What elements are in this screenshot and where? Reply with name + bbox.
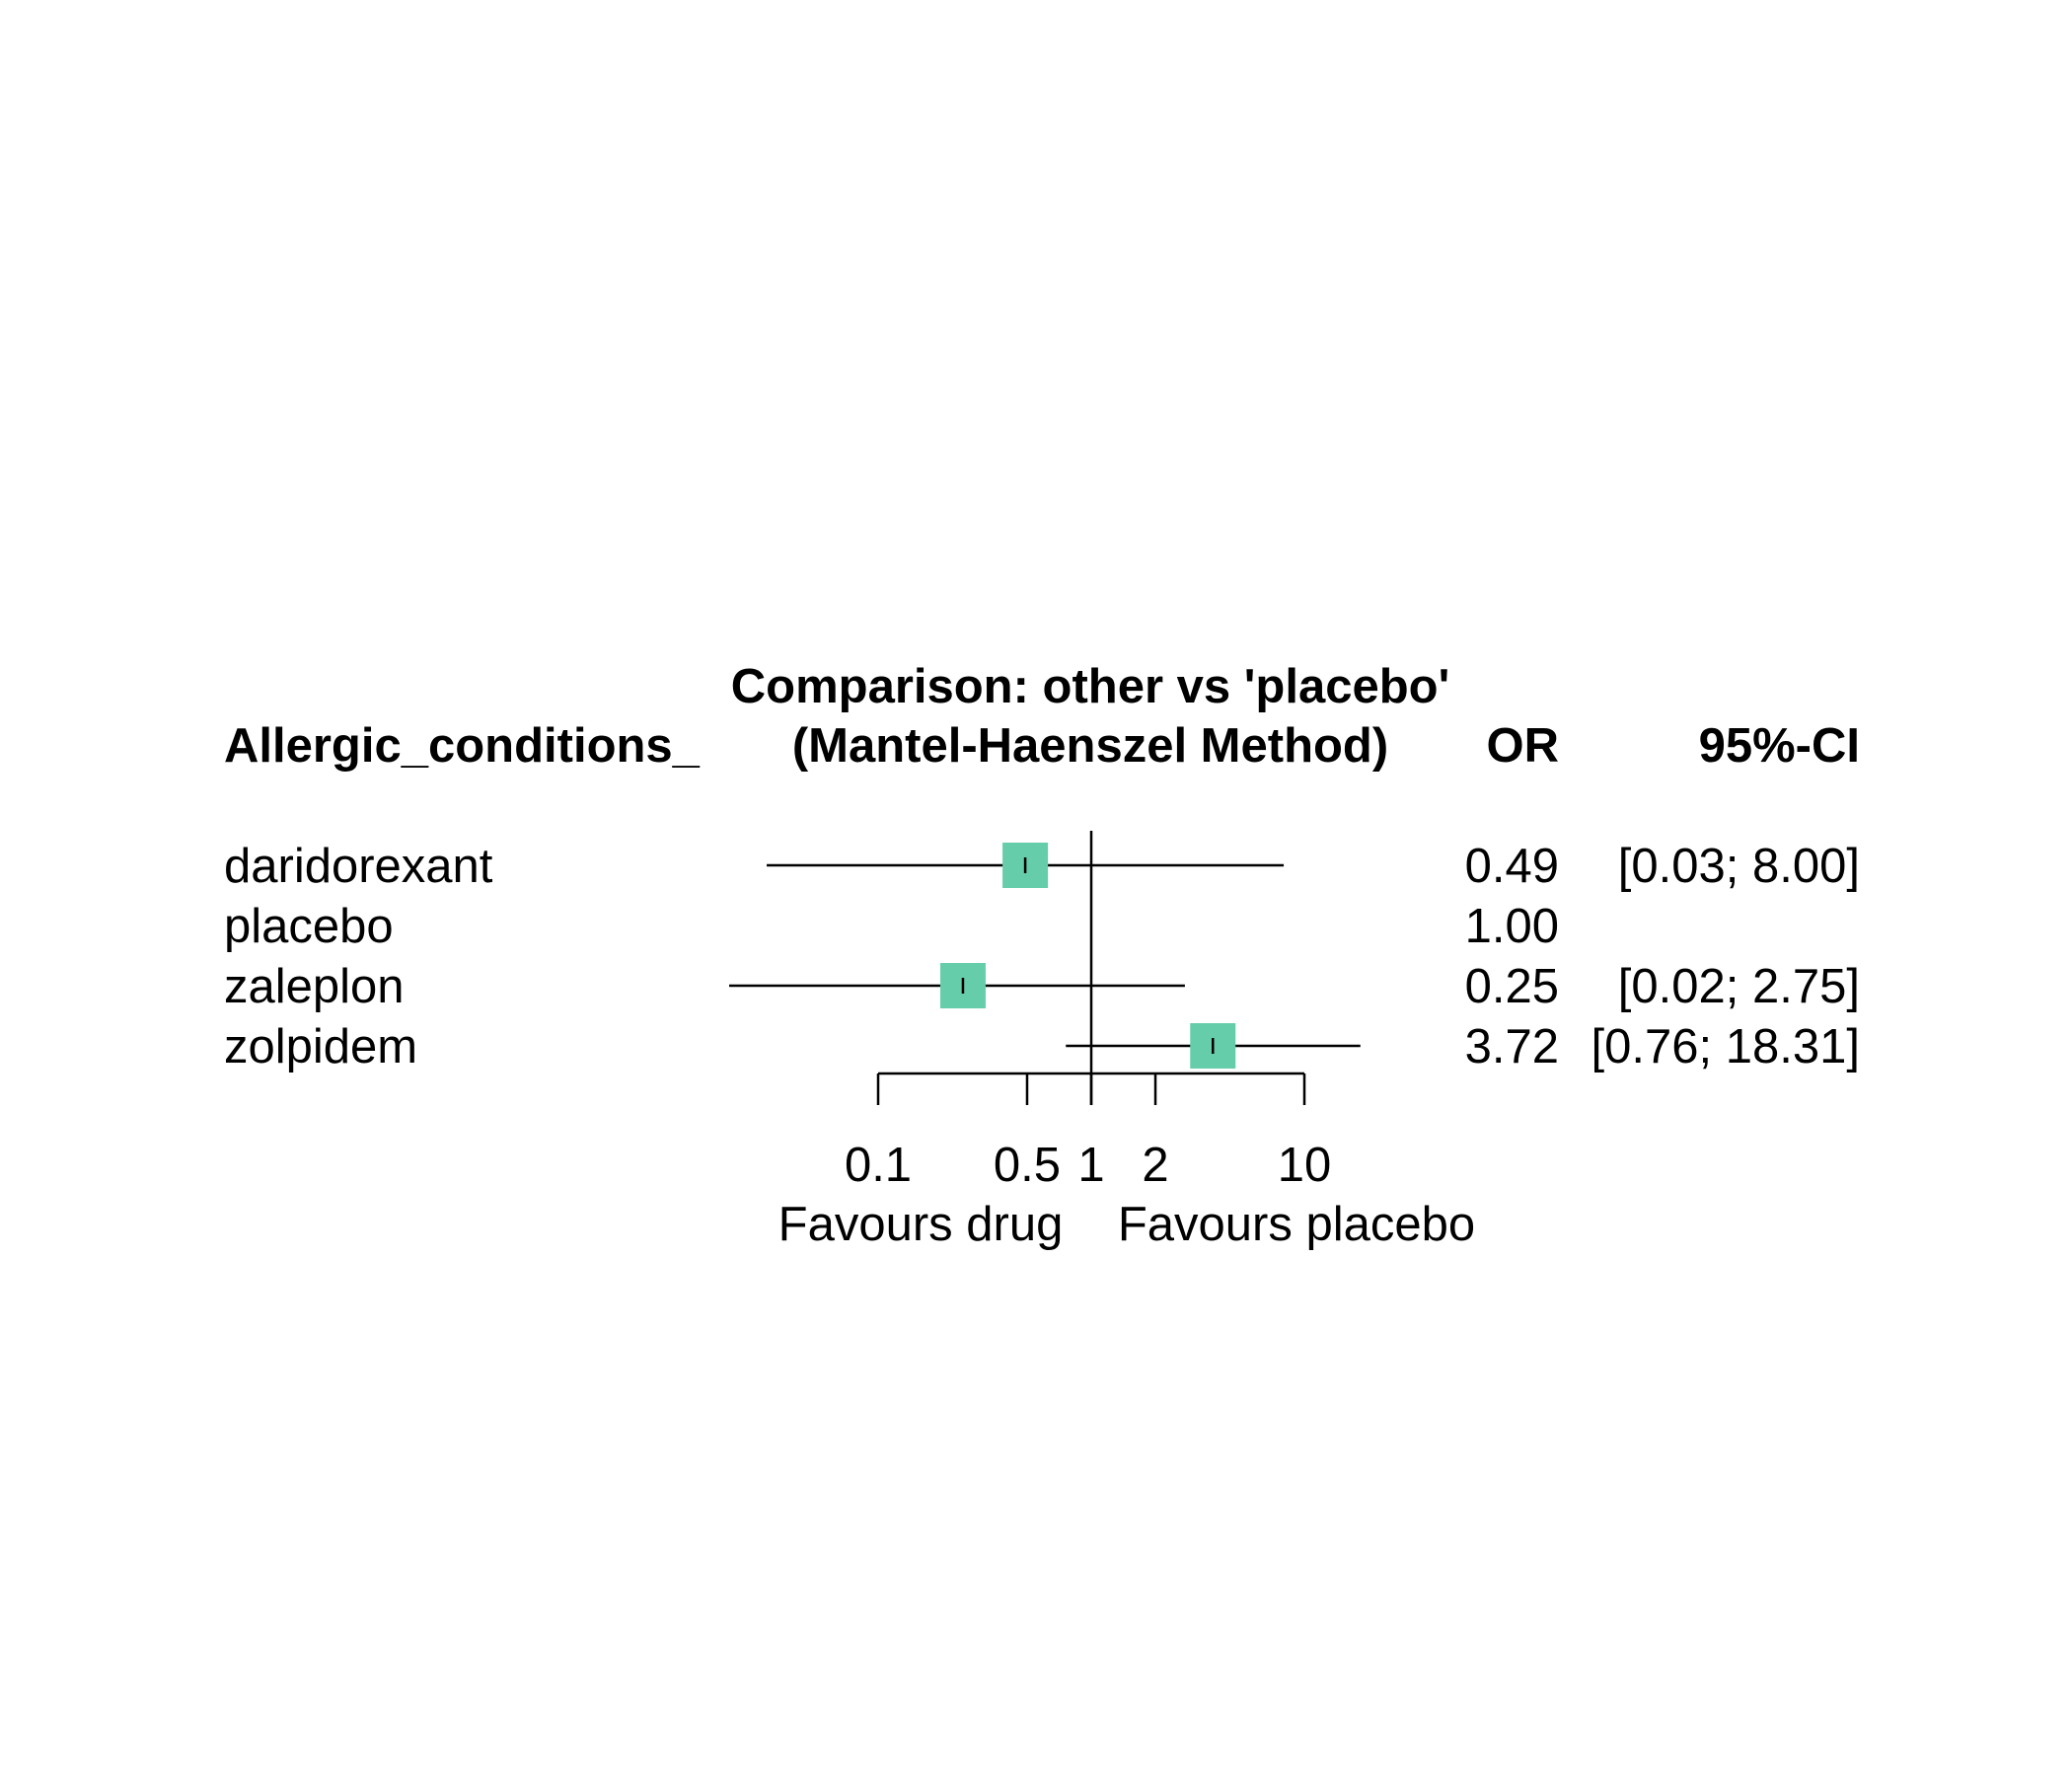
row-values-group: 0.49 [0.03; 8.00] 1.00 0.25 [0.02; 2.75] 3.72…: [1465, 840, 1860, 1073]
chart-subtitle: (Mantel-Haenszel Method): [792, 719, 1388, 773]
or-column-header: OR: [1487, 719, 1560, 773]
x-tick-label-4: 10: [1278, 1139, 1332, 1192]
x-tick-label-3: 2: [1142, 1139, 1168, 1192]
or-value-zaleplon: 0.25: [1465, 960, 1559, 1013]
row-label-placebo: placebo: [224, 900, 394, 953]
or-value-daridorexant: 0.49: [1465, 840, 1559, 893]
or-value-zolpidem: 3.72: [1465, 1020, 1559, 1073]
row-label-zolpidem: zolpidem: [224, 1020, 417, 1073]
x-tick-label-1: 0.5: [994, 1139, 1061, 1192]
x-tick-label-0: 0.1: [845, 1139, 912, 1192]
xlabel-favours-placebo: Favours placebo: [1118, 1198, 1475, 1251]
x-axis: 0.1 0.5 1 2 10: [845, 1072, 1332, 1192]
xlabel-favours-drug: Favours drug: [778, 1198, 1064, 1251]
ci-value-zolpidem: [0.76; 18.31]: [1591, 1020, 1860, 1073]
x-tick-label-2: 1: [1077, 1139, 1104, 1192]
chart-title: Comparison: other vs 'placebo': [731, 660, 1450, 713]
ci-column-header: 95%-CI: [1699, 719, 1860, 773]
ci-value-daridorexant: [0.03; 8.00]: [1618, 840, 1860, 893]
group-header: Allergic_conditions_: [224, 719, 701, 773]
row-labels-group: daridorexant placebo zaleplon zolpidem: [224, 840, 493, 1073]
row-label-daridorexant: daridorexant: [224, 840, 493, 893]
or-value-placebo: 1.00: [1465, 900, 1559, 953]
markers-group: [939, 843, 1236, 1069]
row-label-zaleplon: zaleplon: [224, 960, 405, 1013]
ci-value-zaleplon: [0.02; 2.75]: [1618, 960, 1860, 1013]
